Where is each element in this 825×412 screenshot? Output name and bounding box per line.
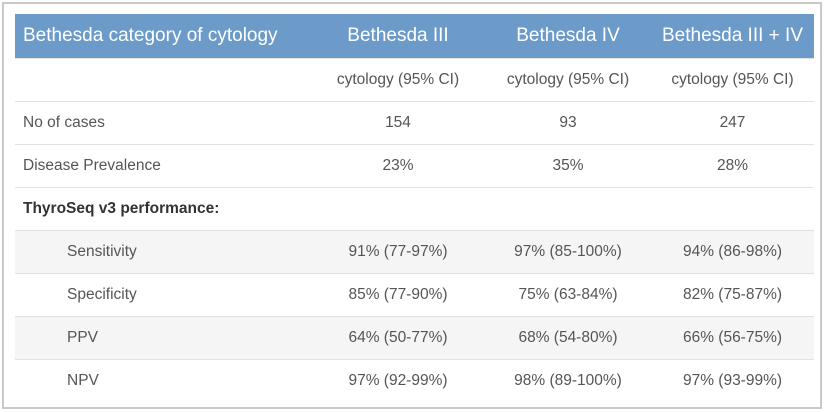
table-row: NPV 97% (92-99%) 98% (89-100%) 97% (93-9… — [15, 359, 814, 402]
header-cell: Bethesda category of cytology — [15, 14, 311, 59]
table-cell: 97% (92-99%) — [311, 359, 485, 402]
subheader-row: cytology (95% CI) cytology (95% CI) cyto… — [15, 58, 814, 102]
bethesda-table: Bethesda category of cytology Bethesda I… — [15, 14, 814, 402]
subheader-cell — [15, 58, 311, 102]
row-label: No of cases — [15, 101, 311, 145]
table-cell: 85% (77-90%) — [311, 273, 485, 317]
table-cell: 82% (75-87%) — [651, 273, 814, 317]
table-row: Disease Prevalence 23% 35% 28% — [15, 144, 814, 188]
table-cell: 35% — [485, 144, 651, 188]
row-label: Specificity — [15, 273, 311, 317]
header-row: Bethesda category of cytology Bethesda I… — [15, 14, 814, 59]
table-cell: 247 — [651, 101, 814, 145]
table-cell: 66% (56-75%) — [651, 316, 814, 360]
table-row: Specificity 85% (77-90%) 75% (63-84%) 82… — [15, 273, 814, 317]
subheader-cell: cytology (95% CI) — [311, 58, 485, 102]
table-row: No of cases 154 93 247 — [15, 101, 814, 145]
section-heading: ThyroSeq v3 performance: — [15, 187, 814, 231]
table-cell: 68% (54-80%) — [485, 316, 651, 360]
table-row: PPV 64% (50-77%) 68% (54-80%) 66% (56-75… — [15, 316, 814, 360]
table-row: Sensitivity 91% (77-97%) 97% (85-100%) 9… — [15, 230, 814, 274]
table-cell: 98% (89-100%) — [485, 359, 651, 402]
table-cell: 93 — [485, 101, 651, 145]
table-cell: 97% (93-99%) — [651, 359, 814, 402]
header-cell: Bethesda III + IV — [651, 14, 814, 59]
table-cell: 154 — [311, 101, 485, 145]
subheader-cell: cytology (95% CI) — [651, 58, 814, 102]
table-cell: 23% — [311, 144, 485, 188]
header-cell: Bethesda III — [311, 14, 485, 59]
section-row: ThyroSeq v3 performance: — [15, 187, 814, 231]
header-cell: Bethesda IV — [485, 14, 651, 59]
table-cell: 75% (63-84%) — [485, 273, 651, 317]
table-cell: 94% (86-98%) — [651, 230, 814, 274]
row-label: PPV — [15, 316, 311, 360]
row-label: Sensitivity — [15, 230, 311, 274]
table-cell: 64% (50-77%) — [311, 316, 485, 360]
table-cell: 91% (77-97%) — [311, 230, 485, 274]
subheader-cell: cytology (95% CI) — [485, 58, 651, 102]
row-label: Disease Prevalence — [15, 144, 311, 188]
table-cell: 97% (85-100%) — [485, 230, 651, 274]
table-cell: 28% — [651, 144, 814, 188]
row-label: NPV — [15, 359, 311, 402]
